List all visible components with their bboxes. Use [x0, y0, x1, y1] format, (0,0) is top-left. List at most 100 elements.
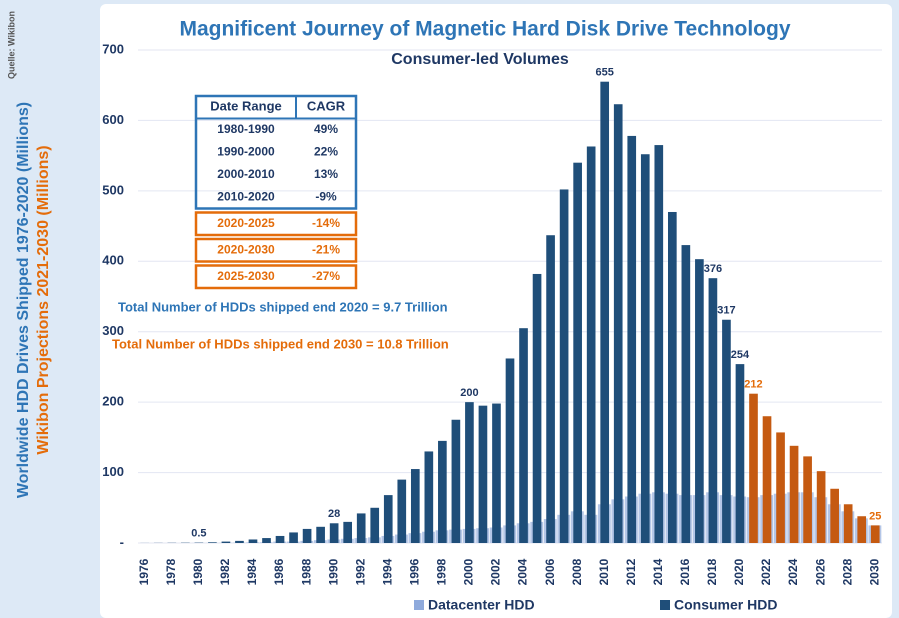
consumer-bar	[262, 538, 271, 543]
consumer-bar	[654, 145, 664, 544]
plot-panel	[100, 4, 892, 618]
table-cell: 1980-1990	[217, 122, 275, 136]
y-axis-label-2: Wikibon Projections 2021-2030 (Millions)	[35, 145, 52, 454]
x-tick-label: 2028	[840, 558, 854, 585]
data-label: 254	[731, 349, 750, 361]
table-cell: -21%	[312, 242, 340, 256]
consumer-bar	[857, 516, 867, 543]
y-tick-label: 100	[102, 464, 124, 479]
consumer-bar	[749, 393, 758, 543]
table-row-box	[194, 264, 358, 290]
table-cell: 2010-2020	[217, 189, 275, 203]
x-tick-label: 1990	[326, 558, 340, 585]
table-cell: 49%	[314, 122, 338, 136]
data-label: 0.5	[191, 528, 206, 540]
table-cell: 1990-2000	[217, 144, 275, 158]
table-header-box	[194, 94, 358, 210]
consumer-bar	[600, 81, 610, 543]
x-tick-label: 1988	[299, 558, 313, 585]
data-label: 212	[744, 379, 762, 391]
consumer-bar	[329, 523, 339, 543]
consumer-bar	[586, 146, 596, 544]
consumer-bar	[708, 278, 718, 543]
annotation: Total Number of HDDs shipped end 2020 = …	[118, 299, 448, 314]
x-tick-label: 2022	[759, 558, 773, 585]
consumer-bar	[397, 479, 407, 543]
consumer-bar	[735, 364, 745, 543]
y-tick-label: 300	[102, 323, 124, 338]
data-label: 655	[596, 67, 614, 79]
annotation: Total Number of HDDs shipped end 2030 = …	[112, 336, 449, 351]
consumer-bar	[221, 541, 231, 543]
table-header: Date Range	[210, 99, 282, 114]
x-tick-label: 1994	[380, 558, 394, 585]
x-tick-label: 2006	[543, 558, 557, 585]
x-tick-label: 2004	[516, 558, 530, 585]
legend-label: Datacenter HDD	[428, 597, 535, 613]
data-label: 200	[460, 387, 478, 399]
x-tick-label: 2026	[813, 558, 827, 585]
y-tick-label: 400	[102, 253, 124, 268]
consumer-bar	[803, 456, 812, 543]
y-tick-label: -	[120, 534, 124, 549]
data-label: 25	[869, 510, 881, 522]
consumer-bar	[275, 535, 285, 543]
x-tick-label: 1978	[164, 558, 178, 585]
consumer-bar	[830, 488, 839, 543]
consumer-bar	[505, 358, 515, 543]
consumer-bar	[627, 135, 637, 543]
data-label: 376	[704, 263, 722, 275]
table-header: CAGR	[307, 99, 346, 114]
consumer-bar	[695, 259, 704, 543]
consumer-bar	[613, 104, 623, 543]
consumer-bar	[478, 405, 488, 543]
x-tick-label: 2018	[705, 558, 719, 585]
consumer-bar	[870, 525, 880, 543]
x-tick-label: 1984	[245, 558, 259, 585]
x-tick-label: 2014	[651, 558, 665, 585]
x-tick-label: 1982	[218, 558, 232, 585]
consumer-bar	[410, 469, 420, 543]
table-cell: 2020-2030	[217, 242, 275, 256]
source: Quelle: Wikibon	[6, 11, 16, 79]
consumer-bar	[465, 402, 474, 543]
consumer-bar	[316, 526, 325, 543]
x-tick-label: 1998	[435, 558, 449, 585]
consumer-bar	[438, 440, 447, 543]
chart-title: Magnificent Journey of Magnetic Hard Dis…	[179, 18, 790, 41]
table-cell: 2000-2010	[217, 167, 275, 181]
x-tick-label: 2000	[462, 558, 476, 585]
x-tick-label: 2010	[597, 558, 611, 585]
y-tick-label: 700	[102, 41, 124, 56]
y-axis-label: Worldwide HDD Drives Shipped 1976-2020 (…	[15, 102, 32, 498]
consumer-bar	[843, 504, 853, 543]
x-tick-label: 1992	[353, 558, 367, 585]
consumer-bar	[573, 162, 582, 543]
table-row-box	[194, 211, 358, 237]
consumer-bar	[208, 542, 217, 543]
consumer-bar	[492, 403, 501, 543]
x-tick-label: 2008	[570, 558, 584, 585]
consumer-bar	[532, 273, 542, 543]
table-cell: 13%	[314, 167, 338, 181]
x-tick-label: 1976	[137, 558, 151, 585]
legend-swatch	[414, 600, 424, 610]
table-cell: -14%	[312, 216, 340, 230]
table-cell: -9%	[315, 189, 337, 203]
consumer-bar	[762, 416, 772, 543]
table-cell: 2020-2025	[217, 216, 275, 230]
table-row-box	[194, 237, 358, 263]
x-tick-label: 2016	[678, 558, 692, 585]
legend-label: Consumer HDD	[674, 597, 777, 613]
data-label: 317	[717, 305, 735, 317]
consumer-bar	[302, 528, 312, 543]
consumer-bar	[776, 432, 785, 543]
y-tick-label: 200	[102, 394, 124, 409]
x-tick-label: 1980	[191, 558, 205, 585]
consumer-bar	[383, 495, 393, 543]
x-tick-label: 1996	[407, 558, 421, 585]
consumer-bar	[546, 235, 555, 543]
consumer-bar	[519, 328, 528, 543]
x-tick-label: 1986	[272, 558, 286, 585]
